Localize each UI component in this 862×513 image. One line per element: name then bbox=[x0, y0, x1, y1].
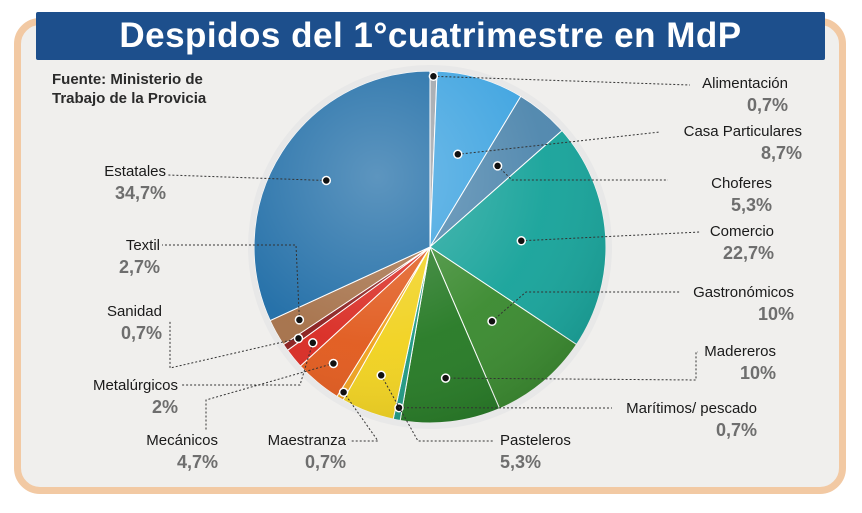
slice-value-label: 2% bbox=[152, 397, 178, 417]
slice-label: Casa Particulares bbox=[684, 123, 802, 140]
slice-value-label: 10% bbox=[740, 363, 776, 383]
slice-value-label: 34,7% bbox=[115, 183, 166, 203]
leader-line bbox=[380, 375, 494, 442]
leader-dot bbox=[294, 315, 305, 325]
slice-value-label: 0,7% bbox=[305, 452, 346, 472]
slice-label: Metalúrgicos bbox=[93, 377, 178, 394]
slice-label: Marítimos/ pescado bbox=[626, 400, 757, 417]
leader-dot bbox=[487, 316, 497, 327]
leader-dot bbox=[293, 333, 304, 344]
leader-line bbox=[205, 363, 334, 431]
slice-label: Sanidad bbox=[107, 303, 162, 320]
slice-value-label: 5,3% bbox=[500, 452, 541, 472]
leader-dot bbox=[338, 387, 349, 397]
slice-label: Textil bbox=[126, 237, 160, 254]
slice-value-label: 0,7% bbox=[121, 323, 162, 343]
leader-line bbox=[162, 244, 300, 320]
slice-label: Gastronómicos bbox=[693, 284, 794, 301]
slice-value-label: 4,7% bbox=[177, 452, 218, 472]
leader-dot bbox=[428, 71, 439, 82]
leader-line bbox=[433, 75, 691, 86]
leader-line bbox=[497, 165, 668, 181]
slice-value-label: 22,7% bbox=[723, 243, 774, 263]
slice-label: Alimentación bbox=[702, 75, 788, 92]
leader-dot bbox=[321, 175, 332, 186]
slice-value-label: 10% bbox=[758, 304, 794, 324]
slice-value-label: 2,7% bbox=[119, 257, 160, 277]
leader-line bbox=[457, 131, 661, 155]
slice-value-label: 0,7% bbox=[747, 95, 788, 115]
leader-line bbox=[182, 342, 314, 386]
slice-label: Estatales bbox=[104, 163, 166, 180]
leader-line bbox=[521, 231, 701, 242]
leader-line bbox=[491, 291, 680, 322]
slice-value-label: 8,7% bbox=[761, 143, 802, 163]
slice-label: Pasteleros bbox=[500, 432, 571, 449]
leader-dot bbox=[440, 373, 451, 383]
slice-label: Choferes bbox=[711, 175, 772, 192]
leader-dot bbox=[453, 149, 463, 160]
leader-dot bbox=[376, 370, 386, 381]
title-bar bbox=[36, 12, 825, 60]
slice-label: Madereros bbox=[704, 343, 776, 360]
slice-label: Mecánicos bbox=[146, 432, 218, 449]
slice-value-label: 5,3% bbox=[731, 195, 772, 215]
slice-value-label: 0,7% bbox=[716, 420, 757, 440]
source-note: Fuente: Ministerio de Trabajo de la Prov… bbox=[52, 71, 207, 107]
chart-title: Despidos del 1°cuatrimestre en MdP bbox=[119, 16, 742, 55]
leader-dot bbox=[308, 338, 318, 348]
leader-dot bbox=[492, 161, 503, 171]
slice-label: Comercio bbox=[710, 223, 774, 240]
slice-label: Maestranza bbox=[268, 432, 347, 449]
leader-dot bbox=[328, 358, 339, 369]
leader-line bbox=[445, 351, 698, 381]
leader-dot bbox=[516, 236, 527, 246]
